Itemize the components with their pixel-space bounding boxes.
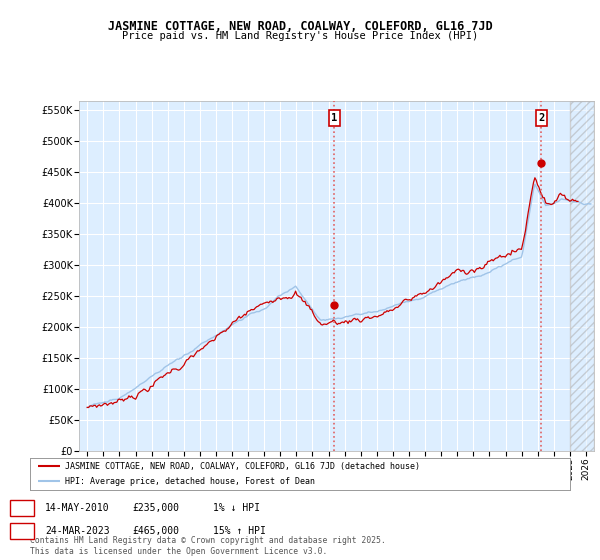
Text: 15% ↑ HPI: 15% ↑ HPI <box>213 526 266 536</box>
Text: 1: 1 <box>331 113 337 123</box>
Bar <box>570 101 594 451</box>
Text: Contains HM Land Registry data © Crown copyright and database right 2025.
This d: Contains HM Land Registry data © Crown c… <box>30 536 386 556</box>
Text: 14-MAY-2010: 14-MAY-2010 <box>45 503 110 513</box>
Text: £235,000: £235,000 <box>132 503 179 513</box>
Text: 1% ↓ HPI: 1% ↓ HPI <box>213 503 260 513</box>
Text: 2: 2 <box>538 113 544 123</box>
Text: Price paid vs. HM Land Registry's House Price Index (HPI): Price paid vs. HM Land Registry's House … <box>122 31 478 41</box>
Text: 2: 2 <box>19 526 25 536</box>
Text: 24-MAR-2023: 24-MAR-2023 <box>45 526 110 536</box>
Text: £465,000: £465,000 <box>132 526 179 536</box>
Text: HPI: Average price, detached house, Forest of Dean: HPI: Average price, detached house, Fore… <box>65 477 315 486</box>
Text: JASMINE COTTAGE, NEW ROAD, COALWAY, COLEFORD, GL16 7JD: JASMINE COTTAGE, NEW ROAD, COALWAY, COLE… <box>107 20 493 32</box>
Text: 1: 1 <box>19 503 25 513</box>
Text: JASMINE COTTAGE, NEW ROAD, COALWAY, COLEFORD, GL16 7JD (detached house): JASMINE COTTAGE, NEW ROAD, COALWAY, COLE… <box>65 462 420 471</box>
